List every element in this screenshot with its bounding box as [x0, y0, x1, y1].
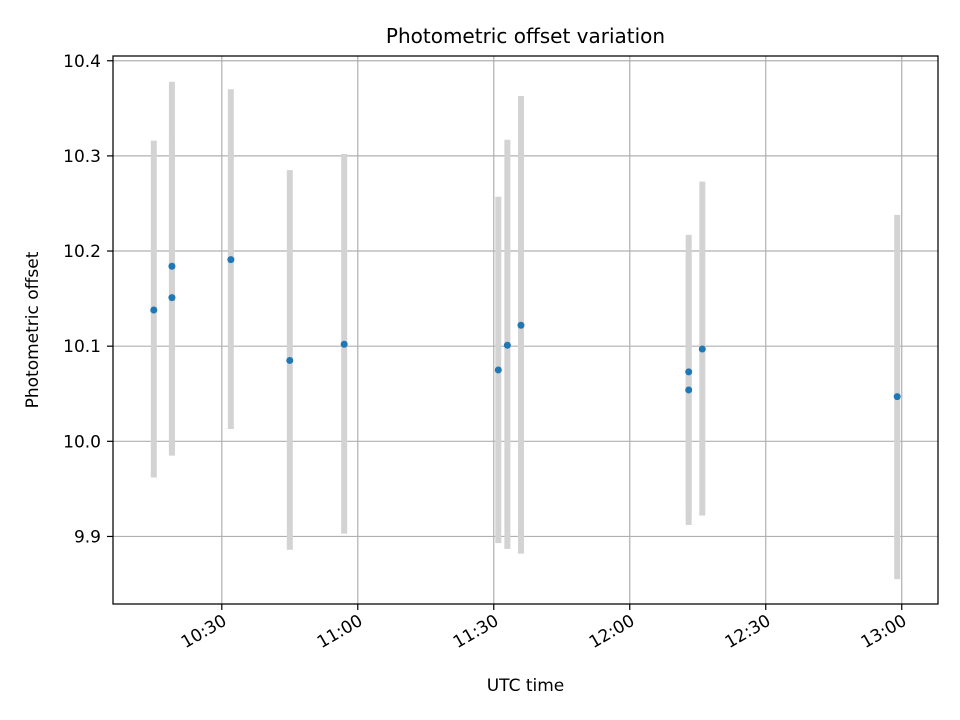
x-tick-label: 12:00 — [586, 611, 638, 653]
data-point — [893, 393, 901, 401]
data-point — [517, 321, 525, 329]
x-axis-ticks: 10:30 11:00 11:30 12:00 12:30 13:00 — [178, 604, 910, 653]
y-tick-label: 10.4 — [63, 52, 101, 72]
plot-area-frame — [112, 55, 939, 605]
grid-lines — [113, 56, 938, 604]
y-tick-label: 10.1 — [63, 337, 101, 357]
data-point — [340, 340, 348, 348]
data-point — [286, 356, 294, 364]
y-tick-label: 9.9 — [74, 527, 101, 547]
data-point — [227, 256, 235, 264]
data-point — [168, 294, 176, 302]
y-tick-label: 10.0 — [63, 432, 101, 452]
data-points — [150, 256, 901, 401]
chart-title: Photometric offset variation — [386, 24, 665, 48]
y-tick-label: 10.3 — [63, 147, 101, 167]
data-point — [494, 366, 502, 374]
data-point — [698, 345, 706, 353]
x-tick-label: 11:00 — [314, 611, 366, 653]
y-tick-label: 10.2 — [63, 242, 101, 262]
y-axis-label: Photometric offset — [23, 251, 43, 408]
x-tick-label: 13:00 — [858, 611, 910, 653]
data-point — [685, 386, 693, 394]
data-point — [685, 368, 693, 376]
data-point — [503, 341, 511, 349]
y-axis-ticks: 9.9 10.0 10.1 10.2 10.3 10.4 — [63, 52, 113, 547]
x-tick-label: 11:30 — [450, 611, 502, 653]
x-axis-label: UTC time — [487, 676, 565, 696]
data-point — [168, 262, 176, 270]
data-point — [150, 306, 158, 314]
x-tick-label: 12:30 — [722, 611, 774, 653]
x-tick-label: 10:30 — [178, 611, 230, 653]
